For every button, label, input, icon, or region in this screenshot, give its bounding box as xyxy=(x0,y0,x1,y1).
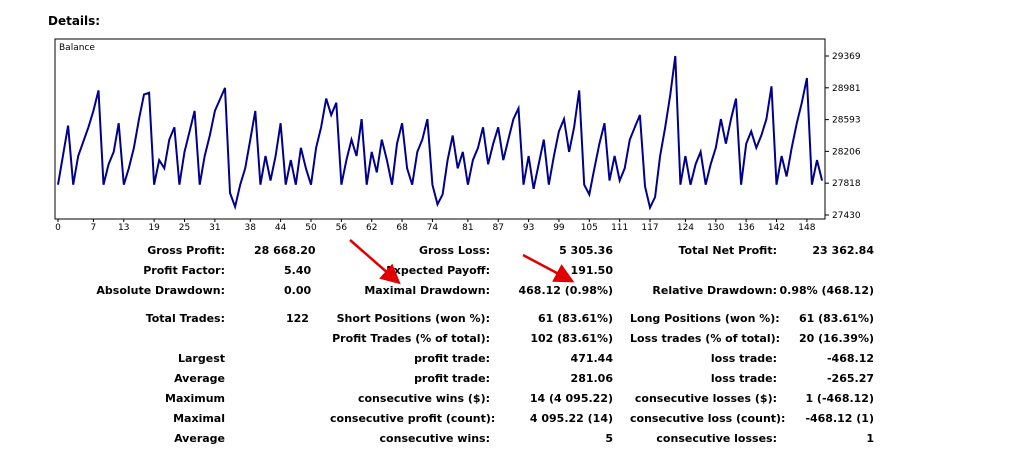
x-tick-label: 148 xyxy=(798,223,815,233)
relative-drawdown-value: 0.98% (468.12) xyxy=(779,284,875,297)
x-tick-label: 117 xyxy=(641,223,658,233)
long-positions-value: 61 (83.61%) xyxy=(798,312,874,325)
avg-cons-losses-value: 1 xyxy=(866,432,874,445)
gross-profit-label: Gross Profit: xyxy=(147,244,225,257)
balance-line xyxy=(57,55,824,211)
y-tick-label: 29369 xyxy=(832,52,861,62)
x-tick-label: 25 xyxy=(179,223,190,233)
x-tick-label: 0 xyxy=(55,223,61,233)
x-tick-label: 31 xyxy=(209,223,220,233)
maximal-drawdown-label: Maximal Drawdown: xyxy=(364,284,490,297)
x-tick-label: 44 xyxy=(275,223,287,233)
x-tick-label: 19 xyxy=(148,223,160,233)
relative-drawdown-label: Relative Drawdown: xyxy=(652,284,777,297)
maximal-cons-profit-label: consecutive profit (count): xyxy=(330,412,496,425)
average-profit-label: profit trade: xyxy=(414,372,490,385)
x-tick-label: 38 xyxy=(245,223,257,233)
total-net-profit-value: 23 362.84 xyxy=(812,244,874,257)
expected-payoff-label: Expected Payoff: xyxy=(386,264,490,277)
max-cons-wins-value: 14 (4 095.22) xyxy=(529,392,613,405)
balance-chart: Balance 29369 28981 28593 28206 27818 27430 0… xyxy=(54,38,861,233)
maximal-drawdown-value: 468.12 (0.98%) xyxy=(518,284,614,297)
x-tick-label: 136 xyxy=(738,223,755,233)
largest-label: Largest xyxy=(178,352,225,365)
average-label: Average xyxy=(174,372,225,385)
x-tick-label: 105 xyxy=(581,223,598,233)
absolute-drawdown-value: 0.00 xyxy=(284,284,312,297)
max-cons-wins-label: consecutive wins ($): xyxy=(357,392,490,405)
x-tick-label: 56 xyxy=(336,223,348,233)
gross-loss-value: 5 305.36 xyxy=(559,244,613,257)
y-tick-label: 28981 xyxy=(832,84,861,94)
avg-cons-losses-label: consecutive losses: xyxy=(656,432,777,445)
loss-trades-label: Loss trades (% of total): xyxy=(630,332,781,345)
short-positions-value: 61 (83.61%) xyxy=(537,312,613,325)
average-loss-value: -265.27 xyxy=(826,372,874,385)
details-title: Details: xyxy=(48,14,101,28)
absolute-drawdown-label: Absolute Drawdown: xyxy=(96,284,225,297)
x-tick-label: 142 xyxy=(768,223,785,233)
loss-trades-value: 20 (16.39%) xyxy=(798,332,874,345)
average-profit-value: 281.06 xyxy=(570,372,613,385)
maximum-label: Maximum xyxy=(165,392,225,405)
max-cons-losses-label: consecutive losses ($): xyxy=(634,392,777,405)
x-tick-label: 130 xyxy=(707,223,724,233)
x-tick-label: 68 xyxy=(396,223,408,233)
total-trades-label: Total Trades: xyxy=(145,312,225,325)
total-trades-value: 122 xyxy=(286,312,309,325)
y-tick-label: 27818 xyxy=(832,179,861,189)
total-net-profit-label: Total Net Profit: xyxy=(678,244,778,257)
largest-profit-label: profit trade: xyxy=(414,352,490,365)
x-tick-label: 74 xyxy=(427,223,439,233)
long-positions-label: Long Positions (won %): xyxy=(630,312,780,325)
x-tick-label: 7 xyxy=(91,223,97,233)
average2-label: Average xyxy=(174,432,225,445)
profit-trades-label: Profit Trades (% of total): xyxy=(332,332,490,345)
y-tick-label: 28593 xyxy=(832,116,861,126)
x-tick-label: 93 xyxy=(523,223,534,233)
maximal-cons-loss-value: -468.12 (1) xyxy=(805,412,874,425)
expected-payoff-value: 191.50 xyxy=(570,264,613,277)
x-tick-label: 62 xyxy=(366,223,377,233)
profit-factor-label: Profit Factor: xyxy=(143,264,225,277)
maximal-cons-profit-value: 4 095.22 (14) xyxy=(529,412,613,425)
x-tick-label: 124 xyxy=(677,223,694,233)
chart-plot-area xyxy=(54,38,826,220)
chart-title: Balance xyxy=(59,43,95,53)
avg-cons-wins-value: 5 xyxy=(605,432,613,445)
gross-profit-value: 28 668.20 xyxy=(254,244,316,257)
maximal-cons-loss-label: consecutive loss (count): xyxy=(630,412,786,425)
y-axis: 29369 28981 28593 28206 27818 27430 xyxy=(825,52,861,221)
avg-cons-wins-label: consecutive wins: xyxy=(379,432,490,445)
x-tick-label: 50 xyxy=(305,223,317,233)
gross-loss-label: Gross Loss: xyxy=(419,244,490,257)
x-tick-label: 99 xyxy=(553,223,565,233)
x-tick-label: 13 xyxy=(118,223,129,233)
profit-trades-value: 102 (83.61%) xyxy=(530,332,613,345)
short-positions-label: Short Positions (won %): xyxy=(336,312,490,325)
profit-factor-value: 5.40 xyxy=(284,264,312,277)
x-tick-label: 87 xyxy=(492,223,503,233)
max-cons-losses-value: 1 (-468.12) xyxy=(805,392,874,405)
largest-loss-value: -468.12 xyxy=(826,352,874,365)
maximal-label: Maximal xyxy=(173,412,225,425)
largest-profit-value: 471.44 xyxy=(570,352,613,365)
x-tick-label: 81 xyxy=(462,223,473,233)
x-tick-label: 111 xyxy=(611,223,628,233)
y-tick-label: 27430 xyxy=(832,211,861,221)
x-axis: 0 7 13 19 25 31 38 44 50 56 62 68 74 81 87 93 99 105 111 11… xyxy=(55,219,816,233)
y-tick-label: 28206 xyxy=(832,147,861,157)
average-loss-label: loss trade: xyxy=(710,372,777,385)
largest-loss-label: loss trade: xyxy=(710,352,777,365)
